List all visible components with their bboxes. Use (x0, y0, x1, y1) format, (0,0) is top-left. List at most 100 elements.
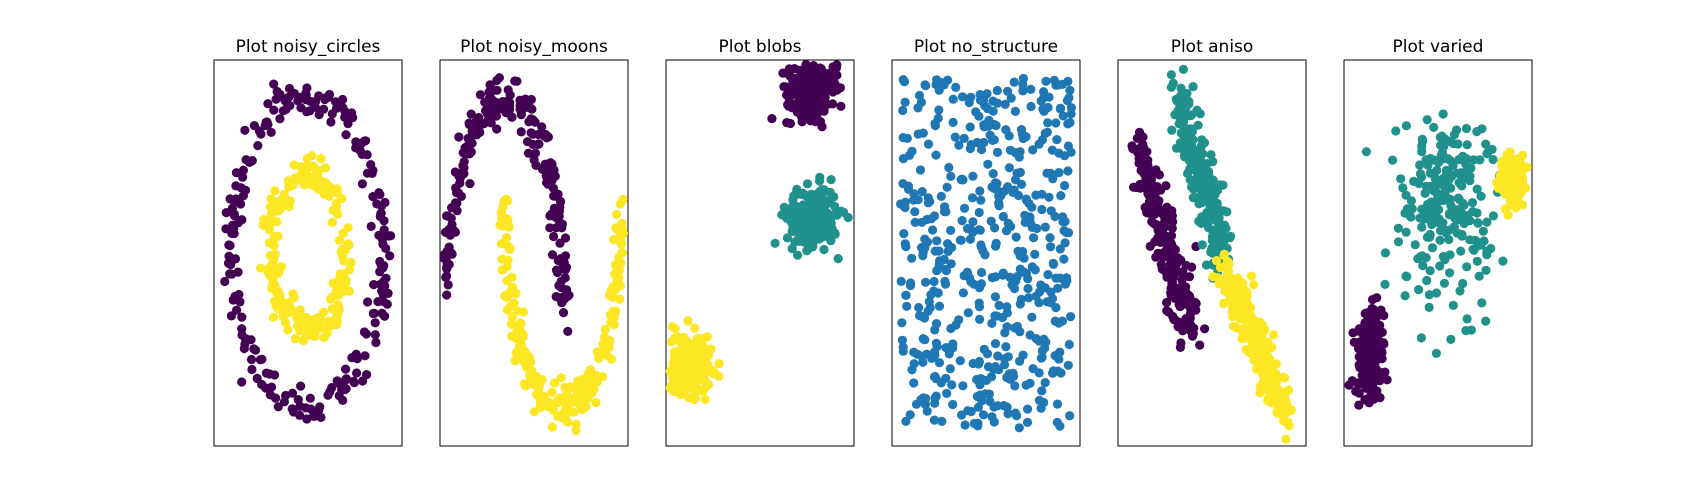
scatter-points (1344, 109, 1532, 410)
data-point (951, 82, 961, 92)
data-point (959, 203, 970, 213)
data-point (946, 323, 956, 334)
data-point (979, 344, 989, 354)
data-point (836, 101, 846, 111)
data-point (268, 312, 278, 322)
data-point (946, 171, 956, 181)
data-point (690, 323, 700, 333)
data-point (955, 356, 965, 366)
data-point (684, 370, 694, 380)
data-point (454, 132, 464, 142)
data-point (1131, 182, 1141, 193)
data-point (1008, 368, 1018, 378)
data-point (691, 364, 701, 374)
data-point (1041, 76, 1051, 86)
data-point (381, 273, 391, 283)
data-point (336, 280, 346, 290)
data-point (1043, 102, 1053, 113)
data-point (349, 378, 359, 388)
data-point (569, 407, 579, 417)
data-point (1482, 246, 1492, 256)
data-point (548, 183, 559, 193)
data-point (377, 286, 387, 296)
data-point (978, 410, 989, 420)
data-point (1461, 123, 1471, 134)
data-point (453, 188, 464, 198)
data-point (578, 384, 588, 395)
data-point (1055, 244, 1065, 254)
data-point (1026, 84, 1036, 94)
data-point (1362, 339, 1372, 349)
data-point (937, 416, 947, 426)
data-point (1498, 256, 1508, 266)
data-point (266, 127, 276, 137)
data-point (789, 191, 799, 201)
data-point (301, 95, 311, 105)
data-point (909, 359, 919, 369)
data-point (965, 234, 976, 244)
data-point (709, 367, 720, 377)
data-point (941, 266, 952, 276)
data-point (1062, 96, 1072, 106)
data-point (1473, 218, 1483, 228)
scatter-points (1127, 64, 1297, 444)
data-point (513, 306, 523, 316)
data-point (1422, 232, 1432, 242)
data-point (283, 325, 293, 335)
data-point (1002, 308, 1013, 318)
data-point (902, 133, 912, 143)
data-point (1037, 386, 1047, 396)
data-point (983, 104, 993, 114)
data-point (539, 399, 549, 409)
data-point (1351, 386, 1361, 396)
data-point (378, 231, 388, 241)
data-point (1063, 360, 1073, 370)
data-point (615, 294, 625, 304)
data-point (934, 105, 944, 115)
data-point (1379, 339, 1389, 349)
data-point (1415, 160, 1425, 170)
data-point (1409, 176, 1419, 186)
data-point (1488, 211, 1498, 221)
data-point (929, 415, 940, 425)
data-point (520, 100, 531, 110)
data-point (501, 194, 511, 204)
data-point (366, 160, 376, 170)
data-point (498, 202, 508, 212)
data-point (1040, 128, 1050, 138)
data-point (1249, 334, 1259, 344)
data-point (507, 112, 517, 122)
data-point (270, 280, 280, 290)
data-point (1396, 174, 1406, 184)
data-point (1388, 155, 1398, 165)
data-point (1185, 111, 1195, 121)
data-point (936, 191, 946, 201)
data-point (1005, 272, 1015, 282)
data-point (1172, 257, 1182, 267)
data-point (898, 105, 908, 116)
data-point (1361, 147, 1371, 157)
data-point (1159, 219, 1169, 229)
data-point (770, 238, 780, 248)
data-point (1354, 400, 1364, 410)
data-point (265, 202, 275, 212)
data-point (1048, 366, 1059, 376)
data-point (1449, 222, 1459, 232)
data-point (1197, 212, 1207, 222)
panel-title: Plot varied (1393, 37, 1484, 57)
data-point (1204, 170, 1214, 180)
data-point (612, 209, 622, 219)
data-point (1456, 170, 1466, 180)
panel-title: Plot noisy_circles (236, 37, 381, 57)
data-point (1249, 280, 1259, 290)
data-point (316, 154, 326, 164)
data-point (1263, 384, 1273, 394)
data-point (1030, 265, 1040, 275)
data-point (239, 343, 249, 354)
data-point (1026, 101, 1036, 112)
data-point (932, 341, 942, 352)
data-point (1406, 212, 1416, 222)
data-point (1000, 99, 1010, 109)
data-point (667, 322, 678, 332)
data-point (554, 293, 564, 303)
